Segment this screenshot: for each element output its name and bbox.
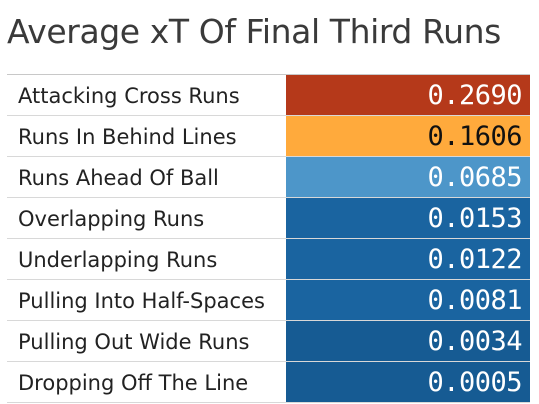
row-label: Runs In Behind Lines xyxy=(18,125,237,149)
row-label: Attacking Cross Runs xyxy=(18,84,240,108)
row-label: Pulling Into Half-Spaces xyxy=(18,289,265,313)
table-row: Runs Ahead Of Ball 0.0685 xyxy=(7,157,530,198)
value-cell: 0.0685 xyxy=(286,157,530,197)
row-value: 0.0685 xyxy=(427,162,522,193)
value-cell: 0.0081 xyxy=(286,280,530,320)
row-label: Overlapping Runs xyxy=(18,207,205,231)
row-label: Underlapping Runs xyxy=(18,248,218,272)
row-value: 0.0122 xyxy=(427,244,522,275)
table-row: Dropping Off The Line 0.0005 xyxy=(7,362,530,403)
table-row: Pulling Out Wide Runs 0.0034 xyxy=(7,321,530,362)
row-value: 0.2690 xyxy=(427,80,522,111)
value-cell: 0.0122 xyxy=(286,239,530,279)
row-value: 0.0081 xyxy=(427,285,522,316)
table-row: Runs In Behind Lines 0.1606 xyxy=(7,116,530,157)
row-label: Runs Ahead Of Ball xyxy=(18,166,219,190)
value-cell: 0.2690 xyxy=(286,75,530,115)
value-cell: 0.0034 xyxy=(286,321,530,361)
row-label: Pulling Out Wide Runs xyxy=(18,330,250,354)
table-row: Underlapping Runs 0.0122 xyxy=(7,239,530,280)
value-cell: 0.0005 xyxy=(286,362,530,402)
value-cell: 0.1606 xyxy=(286,116,530,156)
row-value: 0.0153 xyxy=(427,203,522,234)
table-row: Attacking Cross Runs 0.2690 xyxy=(7,75,530,116)
row-value: 0.1606 xyxy=(427,121,522,152)
table-row: Overlapping Runs 0.0153 xyxy=(7,198,530,239)
xt-table: Attacking Cross Runs 0.2690 Runs In Behind… xyxy=(7,74,530,403)
row-value: 0.0005 xyxy=(427,367,522,398)
value-cell: 0.0153 xyxy=(286,198,530,238)
table-row: Pulling Into Half-Spaces 0.0081 xyxy=(7,280,530,321)
chart-title: Average xT Of Final Third Runs xyxy=(7,12,501,51)
row-label: Dropping Off The Line xyxy=(18,371,249,395)
row-value: 0.0034 xyxy=(427,326,522,357)
